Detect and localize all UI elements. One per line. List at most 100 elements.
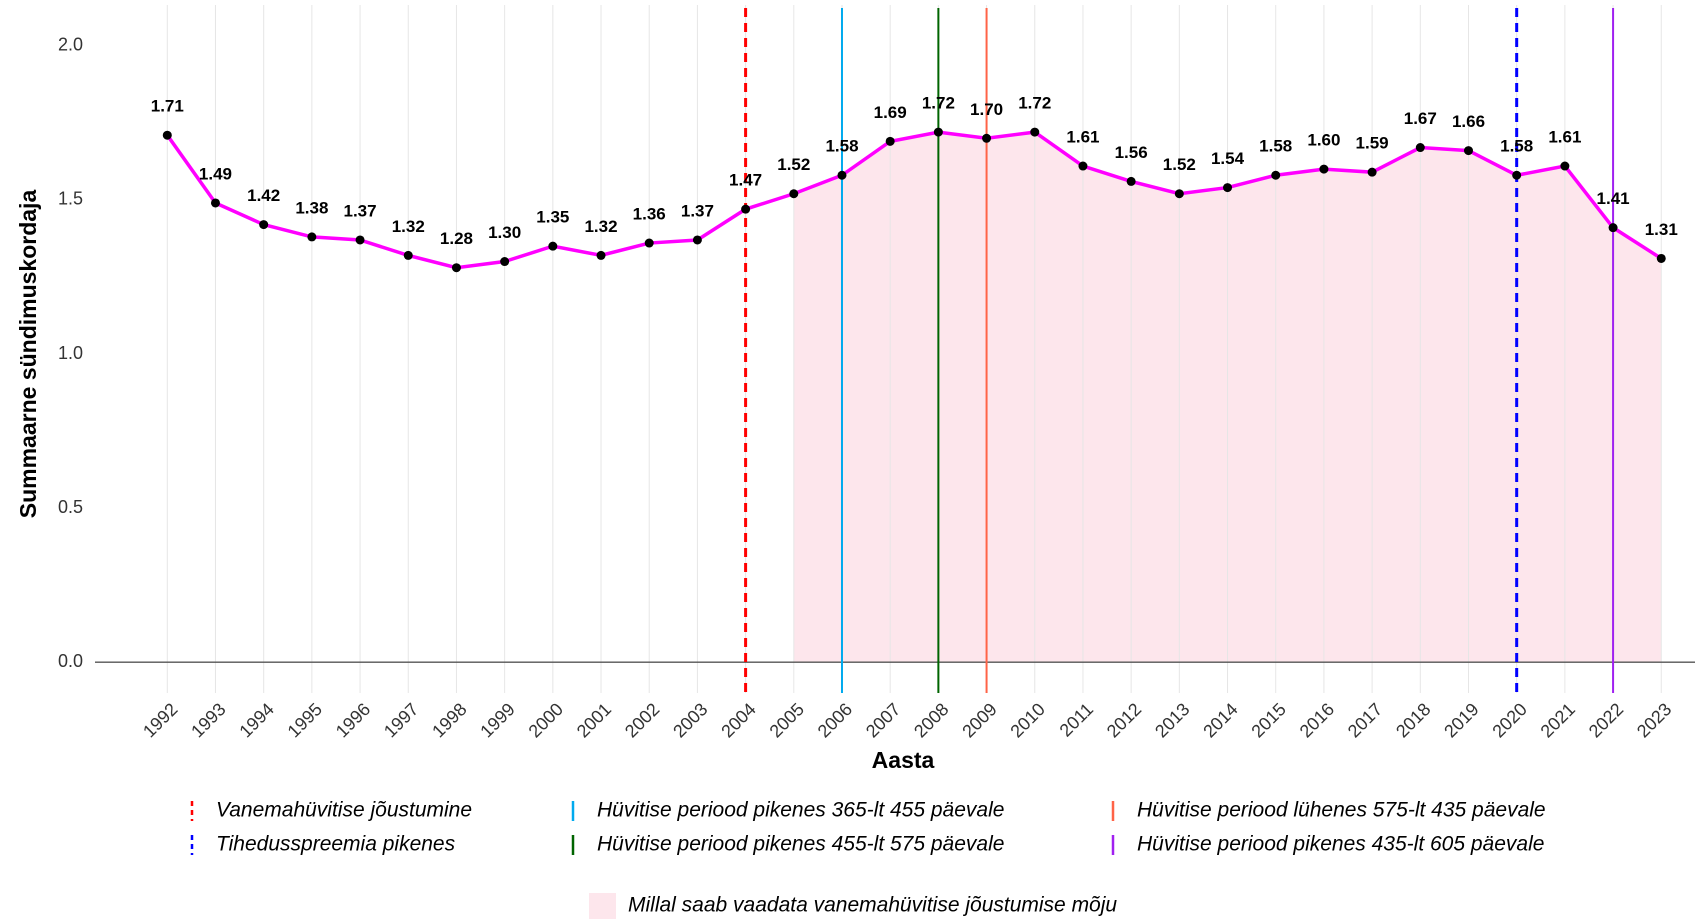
x-tick-label: 2004 bbox=[717, 699, 759, 741]
legend-label: Hüvitise periood pikenes 435-lt 605 päev… bbox=[1137, 833, 1544, 856]
data-label: 1.54 bbox=[1211, 149, 1245, 168]
data-point bbox=[1512, 170, 1522, 180]
data-label: 1.49 bbox=[199, 164, 232, 183]
x-tick-label: 2000 bbox=[525, 699, 567, 741]
data-point bbox=[1319, 164, 1329, 174]
data-label: 1.31 bbox=[1645, 220, 1678, 239]
data-point bbox=[210, 198, 220, 208]
data-point bbox=[1608, 223, 1618, 233]
data-line bbox=[165, 130, 1663, 270]
legend-label: Millal saab vaadata vanemahüvitise jõust… bbox=[628, 894, 1117, 917]
data-point bbox=[1415, 143, 1425, 153]
data-point bbox=[1223, 183, 1233, 193]
data-label: 1.71 bbox=[151, 97, 184, 116]
data-label: 1.56 bbox=[1115, 143, 1148, 162]
x-tick-label: 2023 bbox=[1633, 699, 1675, 741]
x-tick-label: 1995 bbox=[284, 699, 326, 741]
data-label: 1.38 bbox=[295, 198, 328, 217]
x-tick-label: 2003 bbox=[669, 699, 711, 741]
x-tick-label: 1993 bbox=[187, 699, 229, 741]
data-point bbox=[1078, 161, 1088, 171]
x-tick-label: 2012 bbox=[1103, 699, 1145, 741]
x-tick-label: 2008 bbox=[910, 699, 952, 741]
data-label: 1.37 bbox=[344, 201, 377, 220]
data-label: 1.58 bbox=[1259, 137, 1292, 156]
x-tick-label: 2009 bbox=[958, 699, 1000, 741]
x-tick-label: 2019 bbox=[1440, 699, 1482, 741]
data-point bbox=[500, 257, 510, 267]
data-point bbox=[933, 127, 943, 137]
y-tick-label: 0.0 bbox=[58, 651, 83, 671]
x-tick-label: 2007 bbox=[862, 699, 904, 741]
data-label: 1.41 bbox=[1597, 189, 1630, 208]
data-label: 1.35 bbox=[536, 208, 569, 227]
data-label: 1.52 bbox=[777, 155, 810, 174]
data-point bbox=[692, 235, 702, 245]
data-label: 1.59 bbox=[1356, 134, 1389, 153]
data-point bbox=[162, 130, 172, 140]
y-tick-label: 0.5 bbox=[58, 497, 83, 517]
data-point bbox=[1271, 170, 1281, 180]
x-tick-label: 2015 bbox=[1247, 699, 1289, 741]
y-tick-label: 1.0 bbox=[58, 343, 83, 363]
data-point bbox=[1367, 167, 1377, 177]
data-point bbox=[837, 170, 847, 180]
y-axis-title: Summaarne sündimuskordaja bbox=[15, 190, 41, 519]
x-tick-label: 2020 bbox=[1488, 699, 1530, 741]
x-tick-label: 1998 bbox=[428, 699, 470, 741]
x-tick-label: 2021 bbox=[1537, 699, 1579, 741]
data-label: 1.58 bbox=[825, 137, 858, 156]
data-label: 1.52 bbox=[1163, 155, 1196, 174]
data-label: 1.61 bbox=[1066, 127, 1099, 146]
data-label: 1.72 bbox=[1018, 94, 1051, 113]
data-point bbox=[307, 232, 317, 242]
data-point bbox=[1560, 161, 1570, 171]
data-label: 1.61 bbox=[1548, 127, 1581, 146]
x-axis-title: Aasta bbox=[872, 747, 935, 773]
data-label: 1.30 bbox=[488, 223, 521, 242]
data-point bbox=[1656, 253, 1666, 263]
data-label: 1.28 bbox=[440, 229, 473, 248]
data-point bbox=[1174, 189, 1184, 199]
x-tick-label: 1994 bbox=[235, 699, 277, 741]
data-point bbox=[1463, 146, 1473, 156]
data-point bbox=[1126, 176, 1136, 186]
legend-label: Hüvitise periood pikenes 455-lt 575 päev… bbox=[597, 833, 1004, 856]
data-point bbox=[548, 241, 558, 251]
x-tick-label: 2005 bbox=[766, 699, 808, 741]
legend-label: Hüvitise periood lühenes 575-lt 435 päev… bbox=[1137, 799, 1546, 822]
data-point bbox=[403, 250, 413, 260]
data-point bbox=[789, 189, 799, 199]
x-tick-label: 1999 bbox=[476, 699, 518, 741]
data-point bbox=[644, 238, 654, 248]
data-label: 1.67 bbox=[1404, 109, 1437, 128]
legend-label: Tihedusspreemia pikenes bbox=[216, 833, 456, 856]
x-tick-label: 2018 bbox=[1392, 699, 1434, 741]
data-point bbox=[1030, 127, 1040, 137]
data-label: 1.42 bbox=[247, 186, 280, 205]
data-point bbox=[355, 235, 365, 245]
data-point bbox=[885, 136, 895, 146]
data-label: 1.58 bbox=[1500, 137, 1533, 156]
data-label: 1.32 bbox=[584, 217, 617, 236]
x-tick-label: 2017 bbox=[1344, 699, 1386, 741]
data-point bbox=[451, 263, 461, 273]
x-tick-label: 2001 bbox=[573, 699, 615, 741]
x-tick-label: 2002 bbox=[621, 699, 663, 741]
x-tick-label: 2010 bbox=[1006, 699, 1048, 741]
x-tick-label: 1997 bbox=[380, 699, 422, 741]
x-tick-label: 2011 bbox=[1056, 699, 1098, 741]
x-tick-label: 1992 bbox=[139, 699, 181, 741]
data-label: 1.37 bbox=[681, 201, 714, 220]
x-tick-label: 2022 bbox=[1585, 699, 1627, 741]
data-label: 1.70 bbox=[970, 100, 1003, 119]
y-tick-label: 1.5 bbox=[58, 189, 83, 209]
data-label: 1.69 bbox=[874, 103, 907, 122]
legend-label: Vanemahüvitise jõustumine bbox=[216, 799, 472, 822]
x-tick-label: 1996 bbox=[332, 699, 374, 741]
y-tick-label: 2.0 bbox=[58, 35, 83, 55]
data-label: 1.72 bbox=[922, 94, 955, 113]
legend-swatch bbox=[589, 893, 616, 919]
x-tick-label: 2016 bbox=[1296, 699, 1338, 741]
